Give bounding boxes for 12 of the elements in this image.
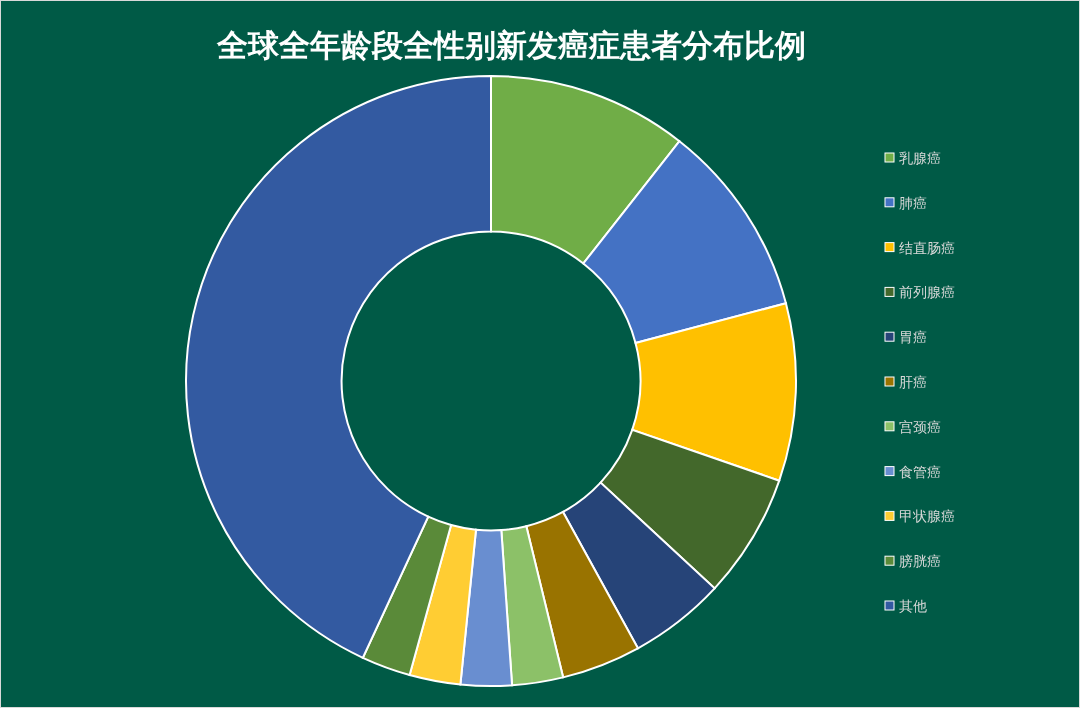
legend-label: 肺癌 <box>899 194 927 211</box>
legend-label: 甲状腺癌 <box>899 508 955 525</box>
legend-label: 膀胱癌 <box>899 553 941 570</box>
legend-label: 胃癌 <box>899 329 927 346</box>
legend-label: 食管癌 <box>899 463 941 480</box>
legend-label: 结直肠癌 <box>899 239 955 256</box>
legend-label: 其他 <box>899 598 927 614</box>
chart-title: 全球全年龄段全性别新发癌症患者分布比例 <box>215 27 806 63</box>
legend-label: 乳腺癌 <box>899 150 941 166</box>
legend-label: 宫颈癌 <box>899 418 941 435</box>
legend-label: 肝癌 <box>899 374 927 390</box>
legend-label: 前列腺癌 <box>899 284 955 301</box>
